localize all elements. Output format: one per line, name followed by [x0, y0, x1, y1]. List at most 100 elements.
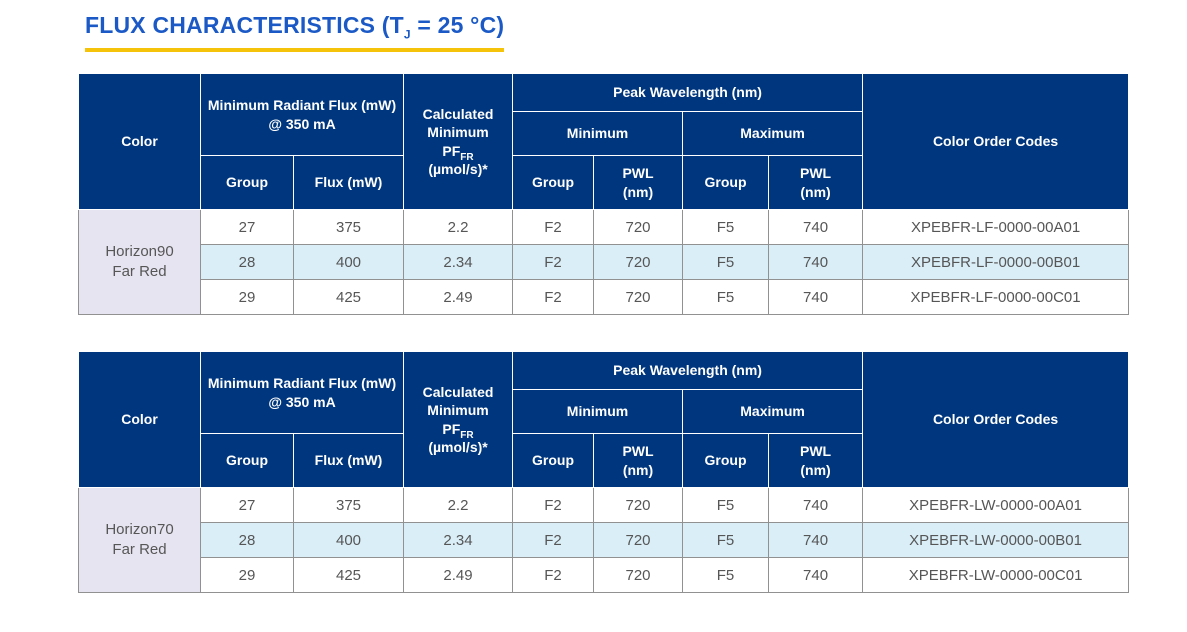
header-color: Color: [78, 351, 201, 488]
pwl-line1: PWL: [799, 443, 832, 460]
header-group-flux: Group: [200, 155, 294, 210]
group-cell: 27: [200, 209, 294, 245]
flux-table-horizon70: Color Minimum Radiant Flux (mW) @ 350 mA…: [78, 351, 1130, 593]
header-minimum: Minimum: [512, 389, 684, 434]
calc-unit: (µmol/s)*: [428, 438, 488, 455]
color-name-line1: Horizon70: [105, 520, 174, 538]
max-group-cell: F5: [682, 244, 770, 280]
header-pwl-min: PWL (nm): [593, 155, 684, 210]
header-group-min: Group: [512, 155, 595, 210]
header-pwl-max: PWL (nm): [768, 155, 864, 210]
order-code-cell: XPEBFR-LF-0000-00A01: [862, 209, 1130, 245]
min-pwl-cell: 720: [593, 522, 684, 558]
group-cell: 27: [200, 487, 294, 523]
pwl-line2: (nm): [800, 461, 831, 478]
min-group-cell: F2: [512, 557, 595, 593]
min-pwl-cell: 720: [593, 279, 684, 315]
pwl-line2: (nm): [622, 183, 654, 200]
order-code-cell: XPEBFR-LF-0000-00C01: [862, 279, 1130, 315]
pwl-line1: PWL: [622, 443, 654, 460]
min-group-cell: F2: [512, 209, 595, 245]
pwl-line2: (nm): [800, 183, 831, 200]
order-code-cell: XPEBFR-LF-0000-00B01: [862, 244, 1130, 280]
header-peak-wavelength: Peak Wavelength (nm): [512, 351, 864, 390]
flux-cell: 400: [292, 522, 405, 558]
header-flux-mw: Flux (mW): [292, 155, 405, 210]
header-group-max: Group: [682, 433, 770, 488]
calc-pf-line: PFFR: [408, 142, 508, 163]
min-group-cell: F2: [512, 244, 595, 280]
header-min-radiant-flux: Minimum Radiant Flux (mW) @ 350 mA: [199, 351, 405, 434]
max-group-cell: F5: [682, 279, 770, 315]
color-name-cell: Horizon70 Far Red: [78, 487, 201, 593]
header-group-max: Group: [682, 155, 770, 210]
table-row: Horizon90 Far Red 27 375 2.2 F2 720 F5 7…: [78, 209, 1130, 315]
min-group-cell: F2: [512, 487, 595, 523]
pf-cell: 2.49: [403, 279, 514, 315]
header-pwl-min: PWL (nm): [593, 433, 684, 488]
order-code-cell: XPEBFR-LW-0000-00A01: [862, 487, 1130, 523]
flux-cell: 425: [292, 557, 405, 593]
pf-cell: 2.34: [403, 522, 514, 558]
header-flux-mw: Flux (mW): [292, 433, 405, 488]
group-cell: 28: [200, 522, 294, 558]
calc-pf-sub: FR: [460, 429, 474, 441]
table-row: 29 425 2.49 F2 720 F5 740 XPEBFR-LF-0000…: [79, 279, 1130, 315]
pf-cell: 2.34: [403, 244, 514, 280]
max-pwl-cell: 740: [768, 279, 864, 315]
max-pwl-cell: 740: [768, 557, 864, 593]
header-calc-min-pf: Calculated Minimum PFFR (µmol/s)*: [403, 351, 514, 488]
min-pwl-cell: 720: [593, 487, 684, 523]
header-color-order-codes: Color Order Codes: [862, 73, 1130, 210]
page-title: FLUX CHARACTERISTICS (TJ = 25 °C): [85, 12, 505, 52]
color-name-line2: Far Red: [112, 541, 167, 558]
min-group-cell: F2: [512, 279, 595, 315]
flux-cell: 400: [292, 244, 405, 280]
header-color-order-codes: Color Order Codes: [862, 351, 1130, 488]
header-peak-wavelength: Peak Wavelength (nm): [512, 73, 864, 112]
pwl-line1: PWL: [622, 165, 654, 182]
max-pwl-cell: 740: [768, 487, 864, 523]
max-pwl-cell: 740: [768, 522, 864, 558]
calc-pf-sub: FR: [460, 151, 474, 163]
calc-pf: PF: [442, 142, 461, 159]
header-min-radiant-flux: Minimum Radiant Flux (mW) @ 350 mA: [199, 73, 405, 156]
group-cell: 29: [200, 279, 294, 315]
min-pwl-cell: 720: [593, 244, 684, 280]
page-title-text: FLUX CHARACTERISTICS (T: [85, 12, 404, 38]
header-color: Color: [78, 73, 201, 210]
header-group-flux: Group: [200, 433, 294, 488]
header-maximum: Maximum: [682, 389, 864, 434]
max-group-cell: F5: [682, 487, 770, 523]
min-pwl-cell: 720: [593, 557, 684, 593]
table-row: 28 400 2.34 F2 720 F5 740 XPEBFR-LF-0000…: [79, 244, 1130, 280]
max-group-cell: F5: [682, 209, 770, 245]
header-minimum: Minimum: [512, 111, 684, 156]
group-cell: 28: [200, 244, 294, 280]
calc-line1: Calculated: [422, 106, 494, 123]
min-group-cell: F2: [512, 522, 595, 558]
calc-line2: Minimum: [427, 402, 489, 419]
pwl-line1: PWL: [799, 165, 832, 182]
color-name-cell: Horizon90 Far Red: [78, 209, 201, 315]
header-maximum: Maximum: [682, 111, 864, 156]
max-pwl-cell: 740: [768, 244, 864, 280]
max-group-cell: F5: [682, 522, 770, 558]
calc-line2: Minimum: [427, 124, 489, 141]
order-code-cell: XPEBFR-LW-0000-00C01: [862, 557, 1130, 593]
group-cell: 29: [200, 557, 294, 593]
table-row: 28 400 2.34 F2 720 F5 740 XPEBFR-LW-0000…: [79, 522, 1130, 558]
flux-cell: 375: [292, 209, 405, 245]
max-group-cell: F5: [682, 557, 770, 593]
page-title-subscript: J: [403, 27, 411, 42]
flux-cell: 425: [292, 279, 405, 315]
calc-line1: Calculated: [422, 384, 494, 401]
pf-cell: 2.2: [403, 487, 514, 523]
color-name-line2: Far Red: [112, 263, 167, 280]
header-calc-min-pf: Calculated Minimum PFFR (µmol/s)*: [403, 73, 514, 210]
header-group-min: Group: [512, 433, 595, 488]
calc-pf: PF: [442, 420, 461, 437]
max-pwl-cell: 740: [768, 209, 864, 245]
table-row: 29 425 2.49 F2 720 F5 740 XPEBFR-LW-0000…: [79, 557, 1130, 593]
